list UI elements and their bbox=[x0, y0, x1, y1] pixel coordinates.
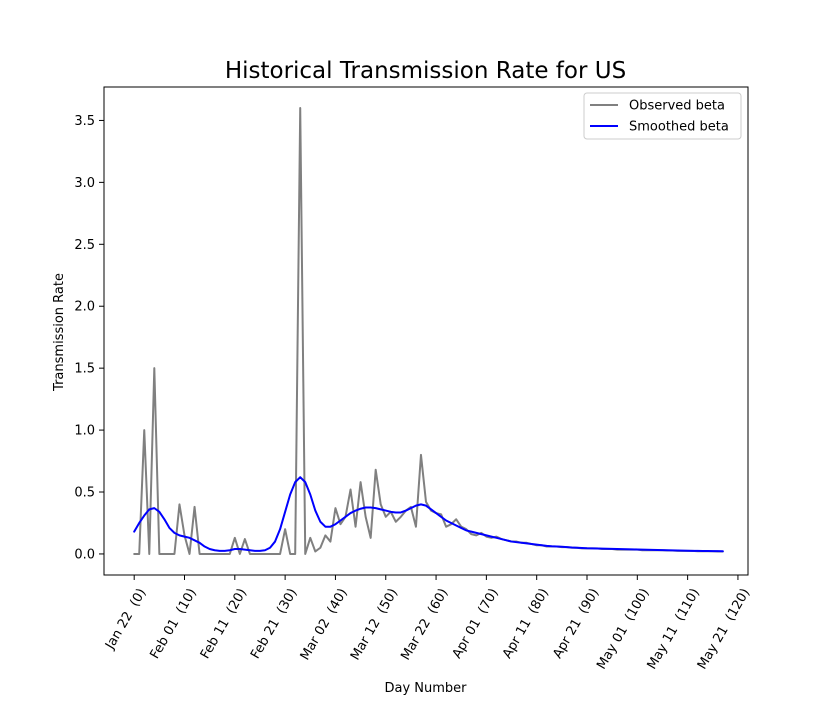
y-tick-label: 2.0 bbox=[74, 300, 95, 315]
chart-title: Historical Transmission Rate for US bbox=[225, 58, 626, 84]
axes-frame bbox=[103, 86, 749, 576]
y-tick-label: 3.0 bbox=[74, 176, 95, 191]
legend-box bbox=[583, 92, 742, 140]
plot-area bbox=[103, 86, 749, 576]
series-layer bbox=[133, 107, 724, 555]
series-line-smoothed-beta bbox=[133, 476, 724, 553]
y-axis-title: Transmission Rate bbox=[52, 273, 67, 392]
y-tick-label: 2.5 bbox=[74, 238, 95, 253]
y-tick-label: 3.5 bbox=[74, 114, 95, 129]
y-tick-label: 0.0 bbox=[74, 547, 95, 562]
y-tick-label: 0.5 bbox=[74, 486, 95, 501]
y-axis-ticks: 0.0 0.5 1.0 1.5 2.0 2.5 3.0 3.5 bbox=[74, 114, 104, 562]
legend-label: Smoothed beta bbox=[629, 120, 729, 135]
y-tick-label: 1.5 bbox=[74, 362, 95, 377]
x-axis-title: Day Number bbox=[384, 681, 467, 696]
y-tick-label: 1.0 bbox=[74, 424, 95, 439]
legend-label: Observed beta bbox=[629, 99, 725, 114]
legend: Observed beta Smoothed beta bbox=[583, 92, 742, 140]
